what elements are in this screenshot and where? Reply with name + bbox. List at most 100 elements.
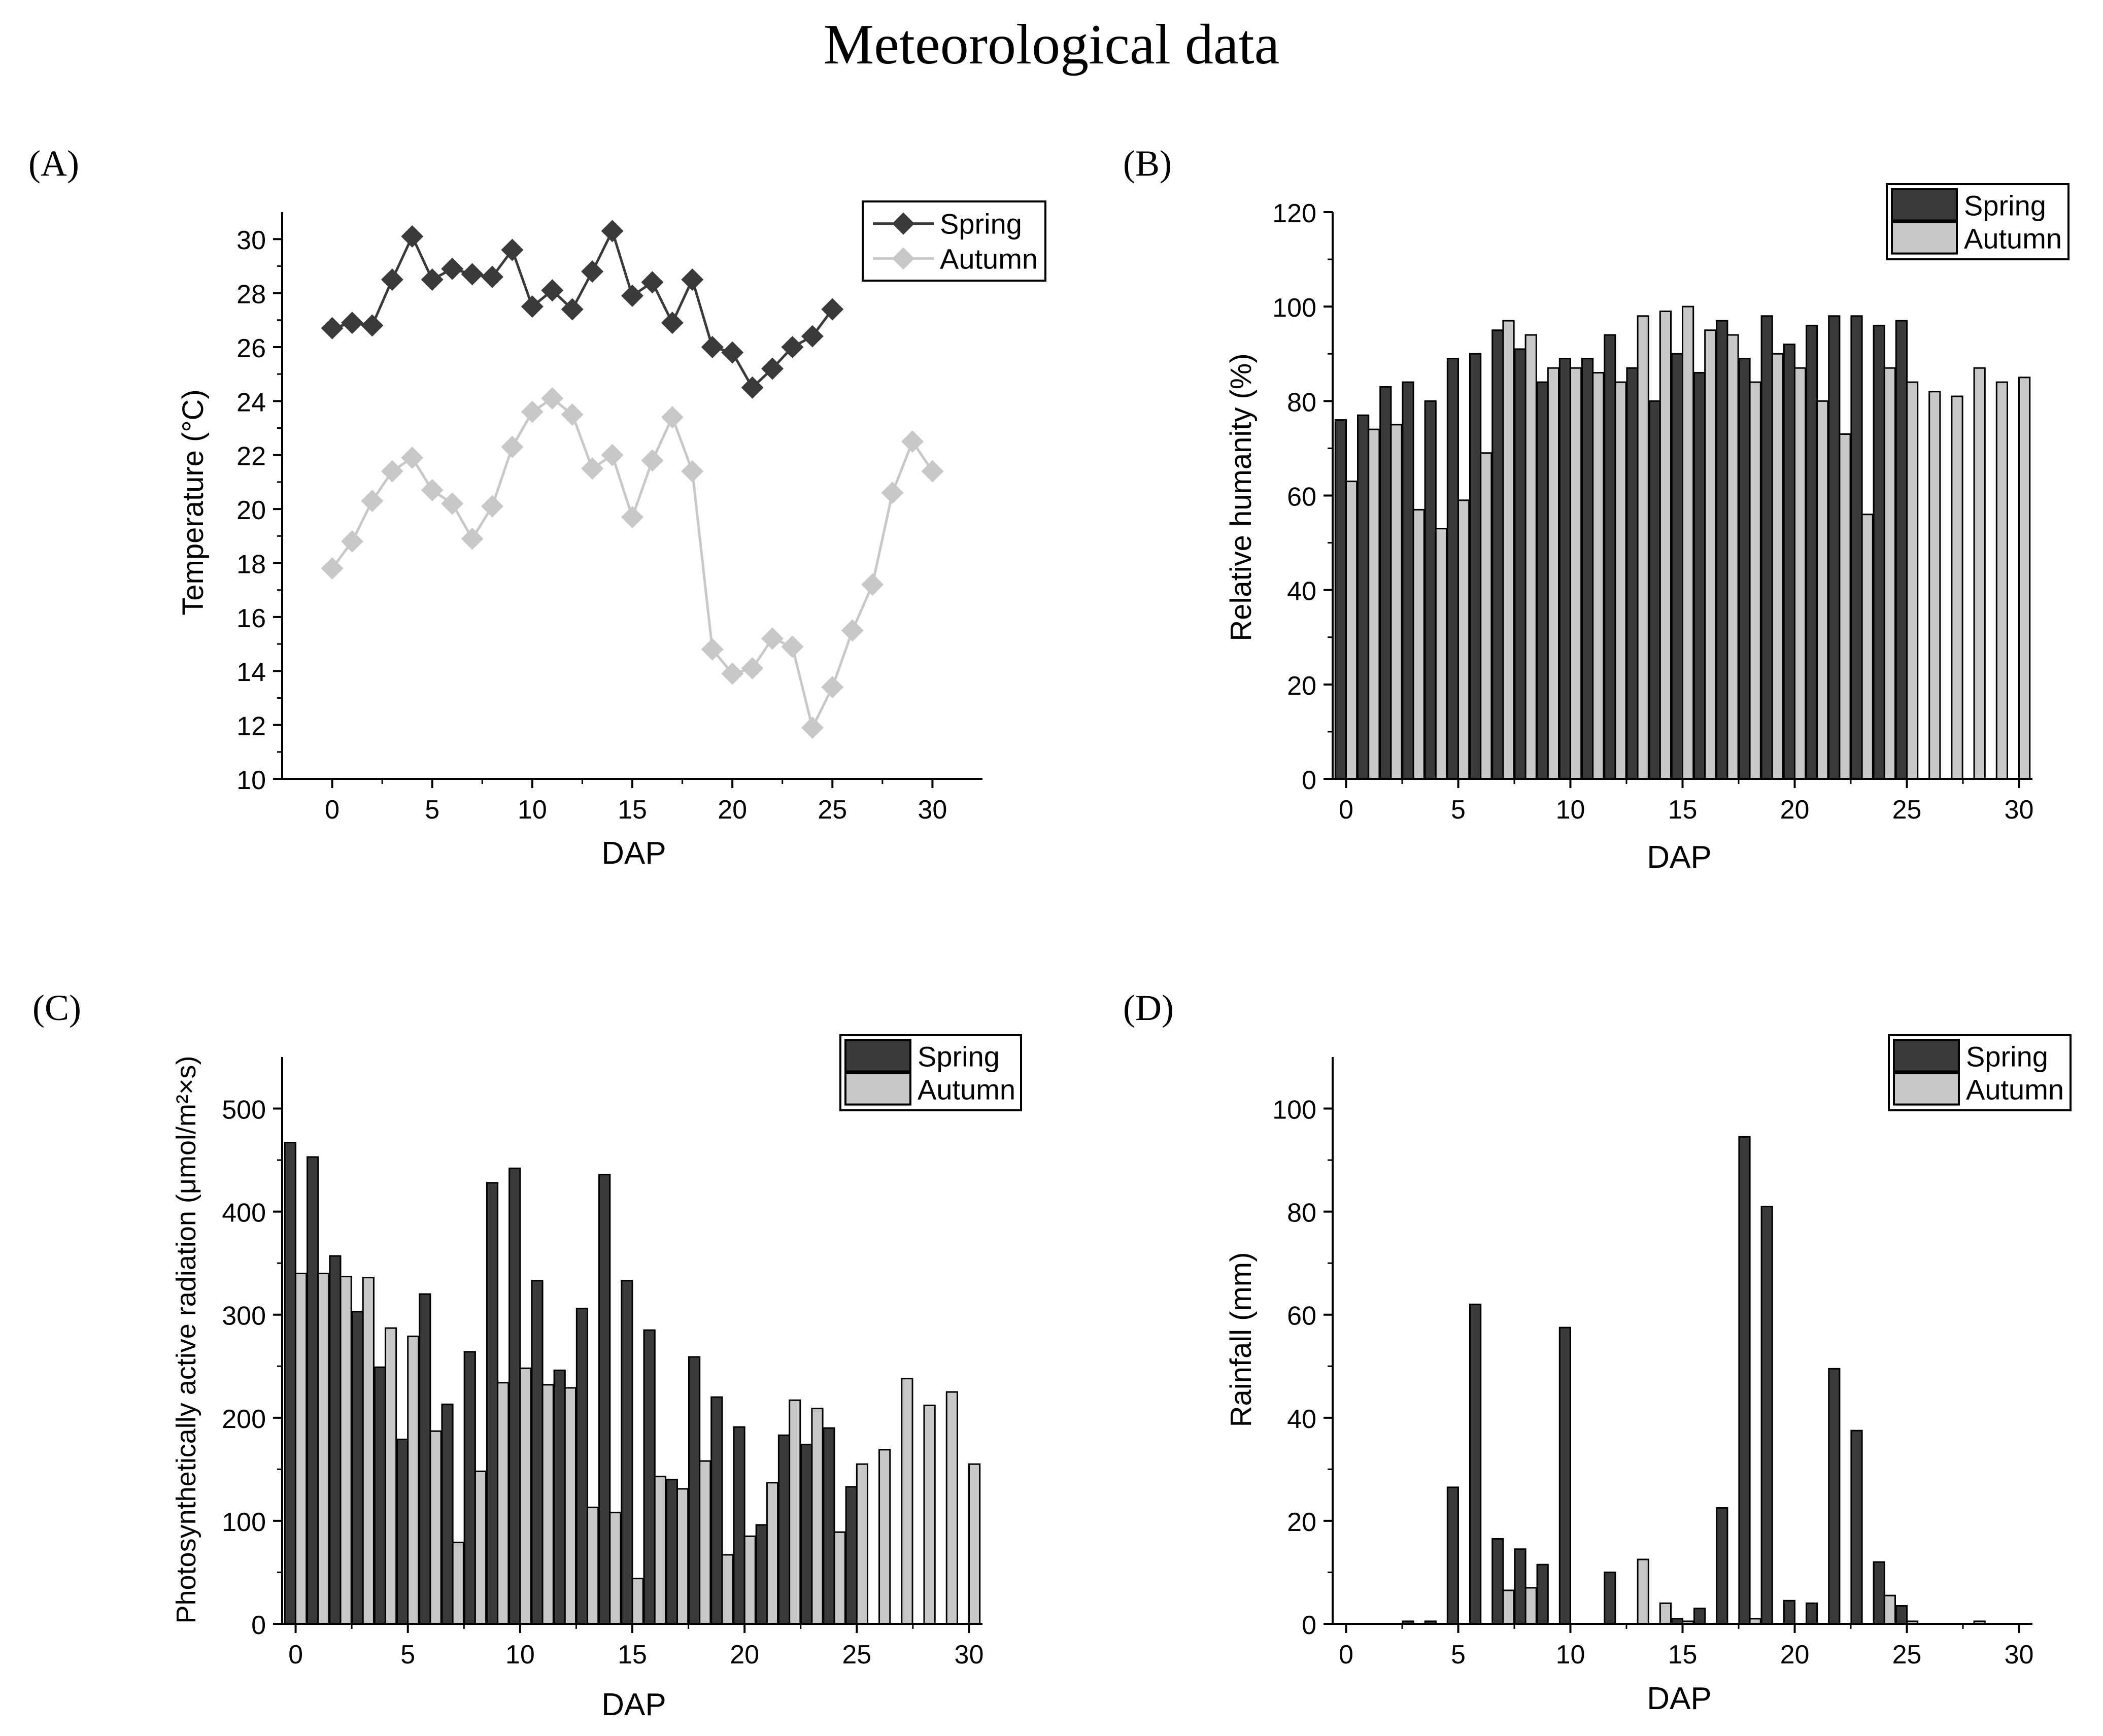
data-point-spring — [401, 225, 424, 248]
bar-spring — [1446, 358, 1460, 780]
bar-autumn — [721, 1554, 734, 1625]
data-point-spring — [541, 279, 564, 302]
legend-box — [862, 200, 1046, 282]
x-tick-label: 5 — [1451, 795, 1466, 825]
bar-autumn — [429, 1430, 442, 1625]
y-tick-label: 10 — [236, 766, 266, 795]
bar-autumn — [631, 1578, 644, 1625]
series-spring — [321, 220, 844, 399]
bar-autumn — [968, 1463, 981, 1625]
bar-spring — [1895, 320, 1908, 780]
bar-spring — [1379, 386, 1392, 780]
bar-autumn — [1704, 329, 1717, 780]
data-point-spring — [501, 239, 524, 261]
bar-spring — [1783, 1599, 1795, 1625]
y-tick-label: 0 — [1302, 766, 1316, 795]
series-autumn — [1345, 305, 2031, 780]
x-tick-label: 5 — [425, 795, 439, 825]
x-tick-label: 25 — [1892, 1640, 1922, 1670]
panel-a-temperature-chart: (A) 10 12 14 16 18 20 22 24 26 28 30 0 5 10 15 20 25 30 Sp… — [28, 143, 1046, 871]
x-tick-label: 30 — [2005, 795, 2034, 825]
x-tick-label: 5 — [1451, 1640, 1466, 1670]
data-point-spring — [361, 314, 384, 337]
bar-spring — [1424, 400, 1437, 780]
bar-spring — [307, 1156, 319, 1625]
data-point-autumn — [321, 557, 344, 580]
bar-spring — [823, 1427, 835, 1625]
bar-spring — [508, 1167, 521, 1625]
x-tick-label: 20 — [730, 1640, 759, 1670]
bar-spring — [396, 1438, 409, 1625]
bar-autumn — [564, 1387, 577, 1625]
data-point-spring — [681, 268, 704, 291]
bar-spring — [1491, 1538, 1504, 1625]
bar-spring — [1873, 1561, 1885, 1625]
bar-autumn — [340, 1276, 352, 1625]
data-point-autumn — [741, 657, 764, 679]
bar-autumn — [362, 1277, 375, 1625]
legend-bar-swatch — [1891, 221, 1958, 255]
bar-spring — [1895, 1605, 1908, 1625]
bar-autumn — [407, 1335, 420, 1625]
bar-spring — [665, 1479, 678, 1625]
y-tick-label: 80 — [1287, 1199, 1316, 1228]
bar-autumn — [1659, 310, 1672, 780]
y-tick-label: 16 — [236, 604, 266, 633]
bar-spring — [1648, 400, 1661, 780]
panel-d-rainfall-chart: (D) 0 20 40 60 80 100 0 5 10 15 20 25 30 SpringAutumn… — [1123, 988, 2072, 1716]
bar-autumn — [609, 1512, 622, 1625]
bar-autumn — [317, 1272, 330, 1625]
x-tick-label: 25 — [818, 795, 847, 825]
data-point-spring — [341, 312, 363, 334]
bar-autumn — [295, 1272, 308, 1625]
data-point-spring — [481, 265, 503, 288]
y-tick-label: 20 — [236, 496, 266, 525]
data-point-autumn — [581, 457, 604, 480]
panel-d-y-axis-label: Rainfall (mm) — [1225, 1252, 1258, 1427]
data-point-spring — [621, 284, 643, 307]
legend-label-spring: Spring — [1966, 1040, 2048, 1072]
bar-spring — [531, 1280, 544, 1625]
bar-spring — [1536, 381, 1549, 780]
data-point-autumn — [601, 444, 624, 466]
bar-autumn — [1524, 334, 1537, 780]
bar-spring — [1760, 1205, 1773, 1625]
bar-autumn — [1682, 305, 1694, 780]
bar-autumn — [1928, 391, 1941, 780]
bar-autumn — [1637, 1558, 1649, 1625]
bar-spring — [1536, 1563, 1549, 1625]
bar-autumn — [519, 1367, 532, 1625]
legend-label-autumn: Autumn — [1966, 1074, 2064, 1106]
data-point-autumn — [701, 638, 724, 661]
data-point-autumn — [621, 506, 643, 529]
panel-a-plot-area: 10 12 14 16 18 20 22 24 26 28 30 0 5 10 15 20 25 30 Spring… — [236, 200, 1046, 825]
bar-autumn — [1995, 381, 2008, 780]
bar-autumn — [384, 1327, 397, 1625]
x-tick-label: 20 — [718, 795, 747, 825]
bar-autumn — [1480, 452, 1493, 780]
bar-autumn — [1906, 381, 1919, 780]
y-tick-label: 22 — [236, 442, 266, 471]
bar-spring — [329, 1255, 342, 1625]
data-point-autumn — [561, 403, 584, 426]
y-tick-label: 200 — [222, 1405, 266, 1434]
bar-spring — [553, 1369, 566, 1625]
panel-d-x-axis-label: DAP — [1647, 1681, 1711, 1716]
bar-autumn — [789, 1399, 801, 1625]
x-tick-label: 20 — [1780, 1640, 1810, 1670]
bar-spring — [1828, 1368, 1841, 1625]
bar-autumn — [654, 1476, 666, 1625]
bar-autumn — [1883, 1594, 1896, 1625]
legend-bar-swatch — [1893, 1039, 1960, 1073]
bar-spring — [1850, 315, 1863, 780]
data-point-autumn — [381, 460, 403, 483]
y-tick-label: 60 — [1287, 483, 1316, 512]
data-point-autumn — [341, 530, 363, 553]
x-tick-label: 5 — [400, 1640, 415, 1670]
legend-label-autumn: Autumn — [940, 243, 1038, 275]
bar-autumn — [1368, 428, 1380, 780]
bar-autumn — [1839, 433, 1851, 780]
